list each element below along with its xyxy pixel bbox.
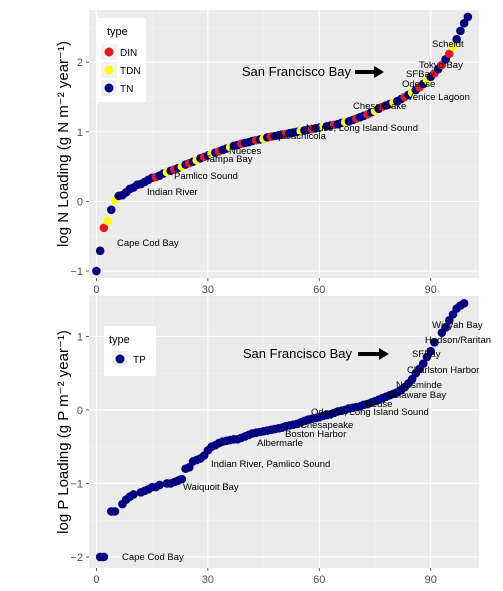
data-point — [95, 246, 105, 256]
data-points — [95, 299, 469, 562]
data-point — [444, 49, 454, 59]
data-point — [106, 205, 116, 215]
legend-marker — [115, 354, 125, 364]
highlight-arrow-icon — [358, 348, 389, 360]
data-point — [463, 12, 473, 22]
plot-background — [89, 10, 479, 278]
annotation-label: Chesapeake — [300, 420, 353, 431]
data-point — [92, 266, 101, 276]
panel-p-loading: 0 30 60 90 −2 −1 0 1 Winyah Bay Hudson/Raritan SF… — [55, 296, 491, 586]
legend-entries: TP — [112, 351, 146, 367]
annotation-label: Waiquoit Bay — [183, 482, 239, 493]
data-point — [441, 323, 450, 332]
highlight-label: San Francisco Bay — [242, 64, 352, 79]
annotation-label: Hudson/Raritan — [425, 335, 491, 346]
data-points — [92, 12, 473, 276]
annotation-label: SFBay — [412, 349, 441, 360]
x-tick-label: 0 — [93, 574, 99, 586]
y-tick-label: 0 — [77, 196, 83, 208]
annotation-label: Apalachicola — [272, 131, 327, 142]
annotation-label: Scheldt — [432, 39, 464, 50]
legend-label: TDN — [120, 66, 141, 77]
legend-label: DIN — [120, 48, 137, 59]
data-point — [155, 480, 164, 490]
x-tick-label: 60 — [313, 574, 325, 586]
legend-label: TN — [120, 84, 133, 95]
data-point — [430, 338, 439, 347]
annotation-label: Tampa Bay — [205, 154, 253, 165]
annotation-label: Boston Harbor — [285, 429, 346, 440]
data-point — [456, 26, 465, 36]
x-tick-label: 90 — [425, 574, 437, 586]
data-point — [452, 34, 462, 44]
annotation-label: Neuse, Long Island Sound — [306, 123, 418, 134]
tick-labels: 0 30 60 90 −1 0 1 2 — [70, 57, 436, 296]
annotation-label: Cape Cod Bay — [122, 552, 184, 563]
legend-entries: DIN TDN TN — [101, 44, 141, 96]
annotation-label: Neuse — [365, 399, 392, 410]
annotation-label: Venice Lagoon — [407, 92, 470, 103]
y-tick-label: −1 — [70, 266, 83, 278]
data-point — [103, 216, 112, 226]
highlight: San Francisco Bay — [243, 346, 389, 361]
annotation-label: Indian River — [147, 187, 198, 198]
legend: type DIN TDN TN — [96, 18, 146, 102]
annotation-label: Pamlico Sound — [174, 171, 238, 182]
highlight: San Francisco Bay — [242, 64, 384, 79]
data-point — [129, 490, 138, 499]
annotation-label: Norsminde — [396, 380, 442, 391]
y-tick-label: 2 — [77, 57, 83, 69]
y-tick-label: 1 — [77, 127, 83, 139]
legend-label: TP — [133, 355, 146, 366]
y-tick-label: −2 — [70, 552, 83, 564]
data-point — [418, 359, 428, 368]
data-point — [99, 552, 109, 562]
data-point — [459, 299, 469, 308]
annotation-label: Albermarle — [257, 438, 303, 449]
annotation-label: Odense, Long Island Sound — [311, 407, 429, 418]
legend: type TP — [104, 326, 156, 376]
legend-marker — [104, 83, 114, 93]
data-point — [110, 507, 120, 516]
data-point — [448, 42, 458, 52]
data-point — [426, 346, 436, 356]
annotation-label: SFBay — [406, 69, 435, 80]
annotations: Winyah Bay Hudson/Raritan SFBay Charlston H… — [122, 320, 491, 563]
y-tick-label: −1 — [70, 478, 83, 490]
y-axis-label: log P Loading (g P m⁻² year⁻¹) — [55, 330, 72, 534]
legend-title: type — [109, 334, 130, 346]
data-point — [459, 18, 469, 28]
annotation-label: Cape Cod Bay — [117, 238, 179, 249]
annotation-label: Odense — [402, 79, 435, 90]
legend-marker — [104, 47, 114, 57]
annotation-label: Charlston Harbor — [407, 365, 479, 376]
data-point — [177, 474, 187, 484]
legend-title: type — [107, 26, 128, 38]
data-point — [99, 223, 109, 233]
x-tick-label: 60 — [313, 284, 325, 296]
annotation-label: Winyah Bay — [432, 320, 483, 331]
panel-n-loading: 0 30 60 90 −1 0 1 2 Scheldt Tokyo BaySFBayOdense… — [55, 10, 479, 296]
tick-labels: 0 30 60 90 −2 −1 0 1 — [70, 331, 436, 586]
annotation-label: Tokyo Bay — [419, 60, 463, 71]
y-axis-label: log N Loading (g N m⁻² year⁻¹) — [55, 41, 72, 247]
annotation-label: Nueces — [229, 146, 261, 157]
annotation-label: Indian River, Pamlico Sound — [211, 459, 330, 470]
x-tick-label: 30 — [202, 574, 214, 586]
x-tick-label: 30 — [202, 284, 214, 296]
y-tick-label: 0 — [77, 405, 83, 417]
highlight-arrow-icon — [355, 66, 384, 78]
annotation-label: Chesapeake — [353, 101, 406, 112]
annotation-label: Delaware Bay — [387, 390, 446, 401]
x-tick-label: 90 — [425, 284, 437, 296]
x-tick-label: 0 — [93, 284, 99, 296]
legend-marker — [104, 65, 114, 75]
y-tick-label: 1 — [77, 331, 83, 343]
highlight-label: San Francisco Bay — [243, 346, 353, 361]
